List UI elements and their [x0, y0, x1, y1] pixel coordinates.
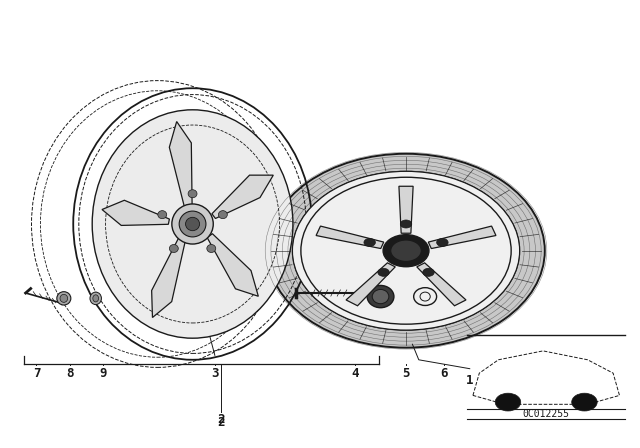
Ellipse shape	[188, 190, 197, 198]
Text: 5: 5	[403, 366, 410, 379]
Ellipse shape	[268, 154, 545, 348]
Ellipse shape	[383, 235, 429, 267]
Polygon shape	[207, 234, 259, 296]
Ellipse shape	[172, 204, 213, 244]
Ellipse shape	[367, 285, 394, 308]
Text: 9: 9	[100, 366, 107, 379]
Circle shape	[364, 238, 376, 246]
Ellipse shape	[292, 172, 520, 330]
Polygon shape	[346, 263, 396, 306]
Polygon shape	[428, 226, 496, 249]
Ellipse shape	[218, 211, 227, 219]
Text: 0C012255: 0C012255	[522, 409, 569, 419]
Polygon shape	[399, 186, 413, 233]
Ellipse shape	[292, 172, 520, 330]
Text: 6: 6	[440, 366, 448, 379]
Circle shape	[423, 268, 434, 276]
Ellipse shape	[90, 292, 101, 305]
Polygon shape	[212, 175, 273, 219]
Ellipse shape	[170, 245, 179, 253]
Polygon shape	[316, 226, 384, 249]
Polygon shape	[102, 200, 170, 225]
Ellipse shape	[372, 289, 389, 304]
Text: 2: 2	[218, 414, 225, 426]
Ellipse shape	[57, 292, 71, 305]
Polygon shape	[152, 238, 186, 318]
Ellipse shape	[93, 295, 99, 302]
Ellipse shape	[186, 217, 200, 231]
Text: 3: 3	[211, 366, 219, 379]
Ellipse shape	[207, 245, 216, 253]
Ellipse shape	[92, 110, 293, 338]
Text: 7: 7	[33, 366, 40, 379]
Text: 2: 2	[218, 416, 225, 429]
Text: 8: 8	[67, 366, 74, 379]
Polygon shape	[170, 121, 192, 208]
Circle shape	[495, 393, 521, 411]
Polygon shape	[417, 263, 466, 306]
Ellipse shape	[60, 294, 68, 302]
Text: 4: 4	[351, 366, 359, 379]
Ellipse shape	[391, 240, 421, 261]
Text: 1: 1	[466, 374, 474, 387]
Ellipse shape	[179, 211, 206, 237]
Ellipse shape	[158, 211, 166, 219]
Circle shape	[572, 393, 597, 411]
Circle shape	[400, 220, 412, 228]
Circle shape	[378, 268, 389, 276]
Circle shape	[436, 238, 448, 246]
